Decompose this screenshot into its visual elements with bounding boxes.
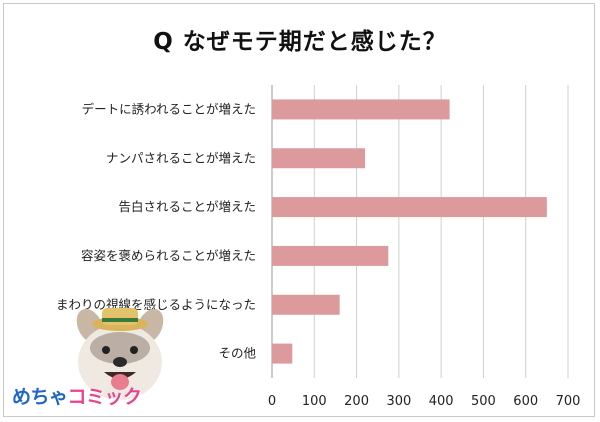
category-label: まわりの視線を感じるようになった [56,297,256,312]
category-label: ナンパされることが増えた [106,150,256,165]
category-label: デートに誘われることが増えた [82,101,256,116]
x-tick-label: 300 [386,394,411,409]
x-tick-label: 0 [268,394,276,409]
bar [272,99,450,120]
category-label: 容姿を褒められることが増えた [81,248,256,263]
bar [272,343,293,364]
category-label: その他 [218,346,256,361]
chart-title: Q なぜモテ期だと感じた？ [153,29,447,55]
logo-part2: コミック [67,386,143,408]
logo-part1: めちゃ [12,386,68,408]
bar [272,294,340,315]
dog-mascot-illustration [76,308,164,400]
bar [272,245,389,266]
x-tick-label: 700 [556,394,581,409]
bar [272,197,547,218]
category-label: 告白されることが増えた [118,199,256,214]
mecha-comic-logo: めちゃコミック [12,382,142,409]
x-tick-label: 100 [302,394,327,409]
x-tick-label: 600 [513,394,538,409]
x-tick-label: 500 [471,394,496,409]
x-tick-label: 400 [429,394,454,409]
x-tick-label: 200 [344,394,369,409]
bar [272,148,366,169]
